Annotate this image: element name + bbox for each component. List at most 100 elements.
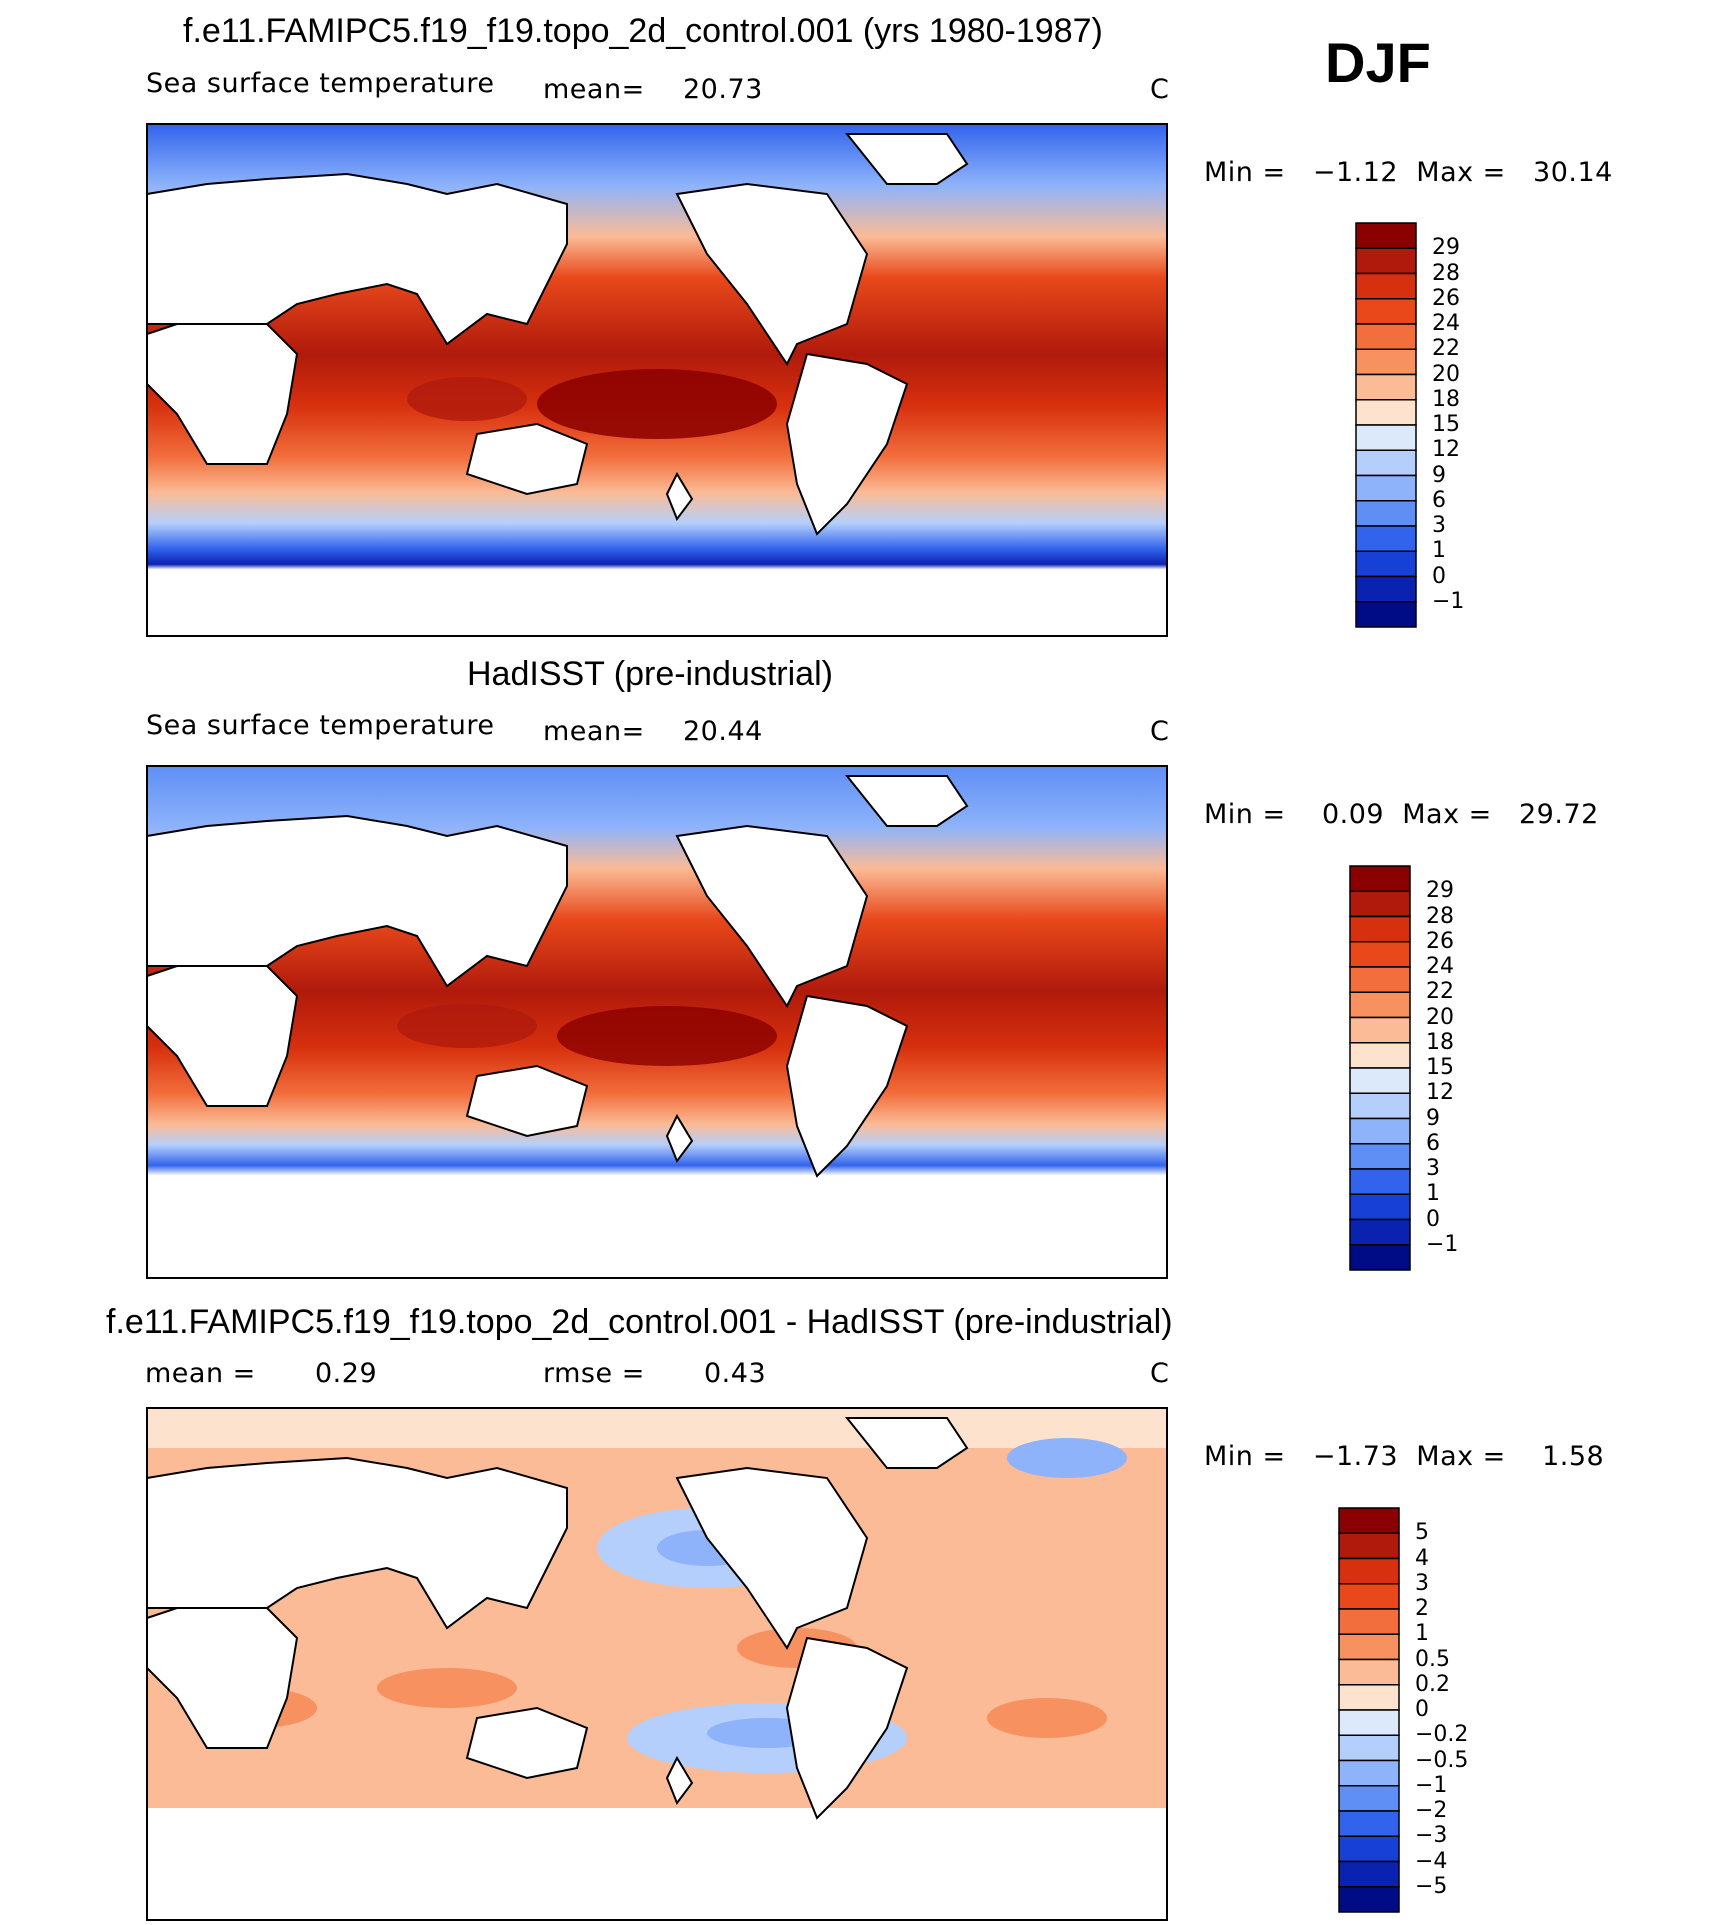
colorbar-tick-label: 2 [1415,1596,1429,1621]
colorbar-tick-label: 15 [1432,412,1460,437]
panel3-mean-label: mean = [145,1358,256,1389]
panel2-mean-label: mean= [543,716,645,747]
colorbar-tick-label: 3 [1426,1156,1440,1181]
colorbar-tick-label: 28 [1432,260,1460,286]
colorbar-tick-label: 18 [1432,386,1460,412]
colorbar-tick-label: −2 [1415,1798,1448,1823]
panel3-units: C [1150,1358,1170,1389]
colorbar-swatch [1338,1785,1400,1812]
colorbar-tick-label: 29 [1426,878,1454,904]
colorbar-tick-label: 6 [1426,1130,1440,1156]
colorbar-swatch [1355,298,1417,325]
panel1-map [146,123,1168,637]
colorbar-swatch [1355,575,1417,603]
colorbar-tick-label: 3 [1415,1570,1429,1596]
colorbar-swatch [1338,1557,1400,1585]
colorbar-swatch [1355,525,1417,552]
colorbar-tick-label: 15 [1426,1055,1454,1080]
colorbar-tick-label: 12 [1432,437,1460,463]
panel2-map [146,765,1168,1279]
colorbar-tick-label: 26 [1432,285,1460,311]
panel1-mean-label: mean= [543,74,645,105]
colorbar-tick-label: 0.2 [1415,1671,1450,1697]
colorbar-swatch [1349,991,1411,1019]
colorbar-tick-label: 1 [1415,1621,1429,1647]
colorbar-swatch [1355,424,1417,451]
colorbar-tick-label: −5 [1415,1873,1448,1899]
colorbar-swatch [1349,1193,1411,1221]
colorbar-tick-label: 0.5 [1415,1646,1450,1672]
panel3-minmax: Min = −1.73 Max = 1.58 [1204,1441,1605,1472]
colorbar-swatch [1355,348,1417,376]
colorbar-tick-label: −4 [1415,1848,1448,1874]
colorbar-swatch [1349,1168,1411,1195]
colorbar-tick-label: 20 [1426,1004,1454,1030]
colorbar-tick-label: 26 [1426,928,1454,954]
colorbar-tick-label: −1 [1432,588,1465,614]
colorbar-swatch [1349,1218,1411,1246]
panel1-variable-label: Sea surface temperature [146,68,495,99]
colorbar-tick-label: 9 [1432,462,1446,488]
colorbar-swatch [1349,1092,1411,1120]
colorbar-swatch [1338,1709,1400,1736]
colorbar-tick-label: 22 [1426,979,1454,1005]
colorbar-swatch [1355,247,1417,275]
colorbar-tick-label: −1 [1415,1772,1448,1798]
colorbar-tick-label: −1 [1426,1231,1459,1257]
colorbar-swatch [1355,323,1417,350]
colorbar-swatch [1349,915,1411,943]
season-label: DJF [1325,31,1431,94]
panel1-title: f.e11.FAMIPC5.f19_f19.topo_2d_control.00… [183,12,1103,50]
colorbar-swatch [1338,1684,1400,1711]
colorbar-swatch [1338,1608,1400,1635]
panel2-variable-label: Sea surface temperature [146,710,495,741]
colorbar-tick-label: 12 [1426,1080,1454,1106]
colorbar-swatch [1355,601,1417,628]
colorbar-tick-label: 18 [1426,1029,1454,1055]
colorbar-tick-label: 0 [1415,1697,1429,1722]
panel3-title: f.e11.FAMIPC5.f19_f19.topo_2d_control.00… [106,1303,1173,1341]
colorbar-swatch [1349,966,1411,993]
colorbar-tick-label: 29 [1432,235,1460,261]
colorbar-swatch [1355,373,1417,401]
panel2-title: HadISST (pre-industrial) [467,655,833,693]
colorbar-tick-label: 22 [1432,336,1460,362]
colorbar-swatch [1355,222,1417,249]
colorbar-swatch [1338,1835,1400,1863]
colorbar-tick-label: 4 [1415,1545,1429,1571]
panel2-colorbar [1349,865,1411,1271]
colorbar-swatch [1349,1143,1411,1170]
colorbar-tick-label: 0 [1426,1206,1440,1232]
colorbar-tick-label: 1 [1426,1181,1440,1207]
colorbar-tick-label: 9 [1426,1105,1440,1131]
colorbar-swatch [1338,1734,1400,1762]
colorbar-tick-label: 28 [1426,903,1454,929]
panel1-mean-value: 20.73 [683,74,763,105]
colorbar-swatch [1338,1532,1400,1560]
colorbar-swatch [1349,1067,1411,1094]
panel2-mean-value: 20.44 [683,716,763,747]
panel3-rmse-label: rmse = [543,1358,645,1389]
panel3-colorbar [1338,1507,1400,1913]
panel3-rmse-value: 0.43 [704,1358,767,1389]
colorbar-swatch [1355,399,1417,426]
colorbar-swatch [1338,1759,1400,1787]
colorbar-tick-label: 24 [1426,954,1454,979]
colorbar-swatch [1355,449,1417,477]
colorbar-tick-label: 20 [1432,361,1460,387]
colorbar-swatch [1338,1507,1400,1534]
colorbar-swatch [1349,1244,1411,1271]
colorbar-swatch [1355,500,1417,527]
colorbar-tick-label: −3 [1415,1823,1448,1849]
colorbar-swatch [1355,550,1417,578]
colorbar-swatch [1338,1860,1400,1888]
panel3-mean-value: 0.29 [315,1358,378,1389]
colorbar-swatch [1355,272,1417,300]
colorbar-swatch [1349,1042,1411,1069]
panel2-colorbar-labels: 29 28 26 24 22 20 18 15 12 9 6 3 1 0 −1 [1426,866,1486,1270]
panel1-colorbar [1355,222,1417,628]
colorbar-tick-label: 6 [1432,487,1446,513]
colorbar-tick-label: −0.2 [1415,1722,1469,1748]
colorbar-tick-label: −0.5 [1415,1747,1469,1773]
colorbar-swatch [1349,1016,1411,1044]
